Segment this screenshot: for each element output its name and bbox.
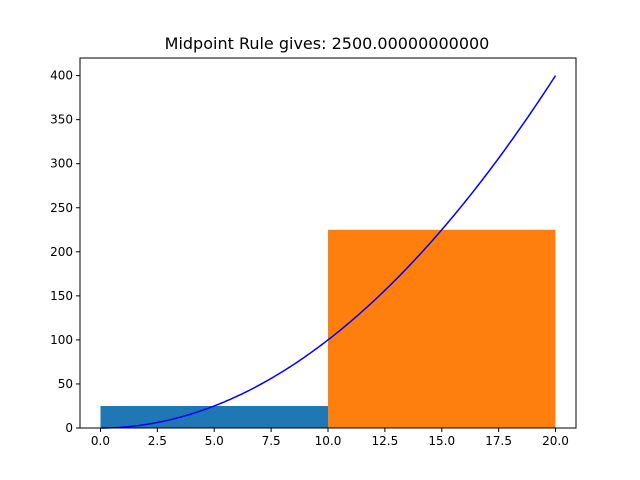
y-tick-label: 350 — [50, 113, 73, 127]
function-curve — [100, 75, 557, 429]
x-tick-label: 7.5 — [262, 434, 281, 448]
x-tick-label: 2.5 — [148, 434, 167, 448]
y-tick-label: 300 — [50, 157, 73, 171]
x-tick-label: 0.0 — [91, 434, 110, 448]
y-tick-label: 400 — [50, 69, 73, 83]
x-axis-ticks: 0.0 2.5 5.0 7.5 10.0 12.5 15.0 17.5 20.0 — [91, 428, 569, 448]
y-tick-label: 250 — [50, 201, 73, 215]
x-tick-label: 17.5 — [485, 434, 512, 448]
x-tick-label: 20.0 — [542, 434, 569, 448]
bar-0 — [100, 405, 328, 428]
y-tick-label: 200 — [50, 245, 73, 259]
y-tick-label: 50 — [58, 377, 73, 391]
x-tick-label: 15.0 — [428, 434, 455, 448]
y-tick-label: 100 — [50, 333, 73, 347]
y-tick-label: 0 — [65, 421, 73, 435]
x-tick-label: 12.5 — [372, 434, 399, 448]
chart-title: Midpoint Rule gives: 2500.00000000000 — [165, 34, 490, 53]
curve-layer — [100, 75, 557, 429]
y-axis-ticks: 0 50 100 150 200 250 300 350 400 — [50, 69, 80, 435]
bar-1 — [328, 229, 556, 428]
x-tick-label: 10.0 — [315, 434, 342, 448]
bars-layer — [100, 229, 556, 428]
x-tick-label: 5.0 — [205, 434, 224, 448]
y-tick-label: 150 — [50, 289, 73, 303]
